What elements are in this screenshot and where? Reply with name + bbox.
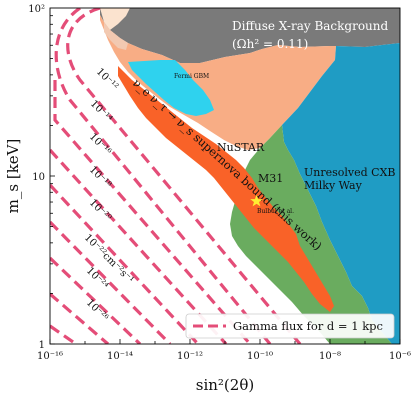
x-tick-label: 10⁻¹⁴ bbox=[107, 351, 133, 362]
x-tick-label: 10⁻⁸ bbox=[319, 351, 341, 362]
x-tick-label: 10⁻⁶ bbox=[389, 351, 411, 362]
flux-line-9 bbox=[50, 324, 77, 344]
gamma-flux-lines bbox=[50, 8, 302, 344]
upper-fringe-region-2 bbox=[104, 22, 128, 50]
y-ticks: 1 10 10² bbox=[28, 4, 55, 351]
fermi-gbm-region bbox=[128, 60, 214, 116]
plot-area: 10⁻¹² 10⁻¹⁴ 10⁻¹⁶ 10⁻¹⁸ 10⁻²⁰ 10⁻²²cm⁻²s… bbox=[50, 8, 400, 344]
y-tick-label: 10² bbox=[28, 4, 45, 15]
x-axis-label: sin²(2θ) bbox=[196, 376, 254, 394]
flux-line-1 bbox=[66, 8, 302, 344]
bulbul-star-marker bbox=[250, 194, 263, 207]
flux-line-3 bbox=[53, 80, 252, 344]
y-tick-label: 1 bbox=[39, 340, 45, 351]
flux-line-5 bbox=[50, 183, 200, 344]
legend: Gamma flux for d = 1 kpc bbox=[185, 313, 395, 339]
x-tick-label: 10⁻¹⁶ bbox=[37, 351, 63, 362]
nustar-label: NuSTAR bbox=[217, 141, 265, 154]
x-ticks: 10⁻¹⁶ 10⁻¹⁴ 10⁻¹² 10⁻¹⁰ 10⁻⁸ 10⁻⁶ bbox=[37, 339, 411, 362]
cxb-region bbox=[282, 43, 400, 344]
legend-label: Gamma flux for d = 1 kpc bbox=[233, 319, 383, 333]
flux-line-2 bbox=[54, 8, 272, 344]
flux-line-7 bbox=[50, 256, 142, 344]
cxb-label-2: Milky Way bbox=[304, 179, 363, 192]
x-tick-label: 10⁻¹² bbox=[177, 351, 203, 362]
flux-line-8 bbox=[50, 292, 110, 344]
nustar-region bbox=[100, 15, 336, 150]
y-axis-label: m_s [keV] bbox=[4, 139, 22, 214]
x-tick-label: 10⁻¹⁰ bbox=[247, 351, 273, 362]
bulbul-label: Bulbul et al. bbox=[257, 208, 294, 215]
supernova-bound-region bbox=[118, 66, 334, 312]
upper-fringe-region bbox=[100, 8, 130, 30]
m31-region bbox=[230, 125, 392, 344]
fermi-label: Fermi GBM bbox=[174, 73, 209, 80]
y-tick-label: 10 bbox=[32, 172, 45, 183]
flux-line-4 bbox=[50, 148, 228, 344]
dxrb-label: Diffuse X-ray Background bbox=[232, 19, 389, 33]
legend-box bbox=[185, 313, 395, 339]
flux-line-6 bbox=[50, 220, 172, 344]
dxrb-region bbox=[100, 8, 400, 63]
cxb-label-1: Unresolved CXB bbox=[304, 166, 396, 179]
m31-label: M31 bbox=[258, 172, 283, 185]
dxrb-sublabel: (Ωh² = 0.11) bbox=[232, 37, 308, 51]
